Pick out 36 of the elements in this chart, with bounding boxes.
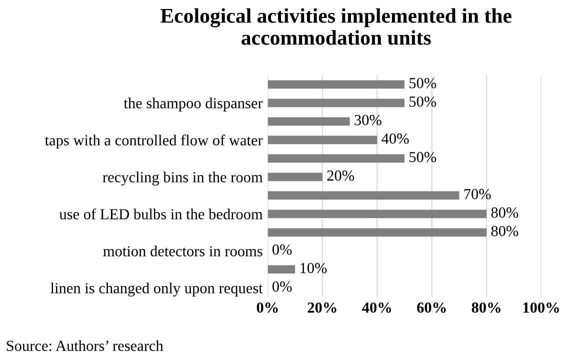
- data-label: 50%: [410, 78, 436, 88]
- y-tick-label: recycling bins in the room: [102, 172, 263, 186]
- bar: [268, 117, 350, 126]
- y-tick-label: the shampoo dispanser: [124, 98, 263, 112]
- bar: [268, 172, 322, 182]
- data-label: 80%: [491, 226, 518, 236]
- x-tick-label: 40%: [362, 302, 391, 313]
- chart-title: Ecological activities implemented in the accommodation units: [160, 8, 512, 45]
- data-label: 40%: [382, 133, 409, 144]
- x-tick-label: 0%: [256, 302, 278, 313]
- bar: [268, 191, 460, 200]
- y-tick-label: linen is changed only upon request: [50, 282, 263, 296]
- bar: [268, 265, 296, 274]
- y-tick-label: taps with a controlled flow of water: [44, 134, 263, 149]
- data-label: 20%: [327, 170, 354, 181]
- bar: [268, 98, 404, 108]
- data-label: 10%: [300, 262, 327, 274]
- data-label: 30%: [354, 114, 382, 126]
- source-note: Source: Authors’ research: [6, 340, 164, 352]
- data-label: 70%: [464, 188, 491, 200]
- x-tick-label: 60%: [417, 302, 446, 313]
- bar: [268, 154, 404, 163]
- bar: [268, 80, 404, 89]
- x-tick-label: 80%: [472, 302, 500, 313]
- bar: [268, 228, 487, 237]
- y-tick-label: use of LED bulbs in the bedroom: [59, 208, 263, 220]
- data-label: 0%: [272, 281, 292, 292]
- bar: [268, 210, 487, 218]
- x-tick-label: 100%: [523, 302, 559, 313]
- x-tick-label: 20%: [308, 302, 336, 313]
- y-tick-label: motion detectors in rooms: [103, 246, 262, 256]
- bar: [268, 136, 378, 144]
- data-label: 50%: [410, 152, 436, 162]
- data-label: 50%: [410, 96, 436, 107]
- data-label: 0%: [272, 244, 292, 255]
- data-label: 80%: [491, 207, 518, 218]
